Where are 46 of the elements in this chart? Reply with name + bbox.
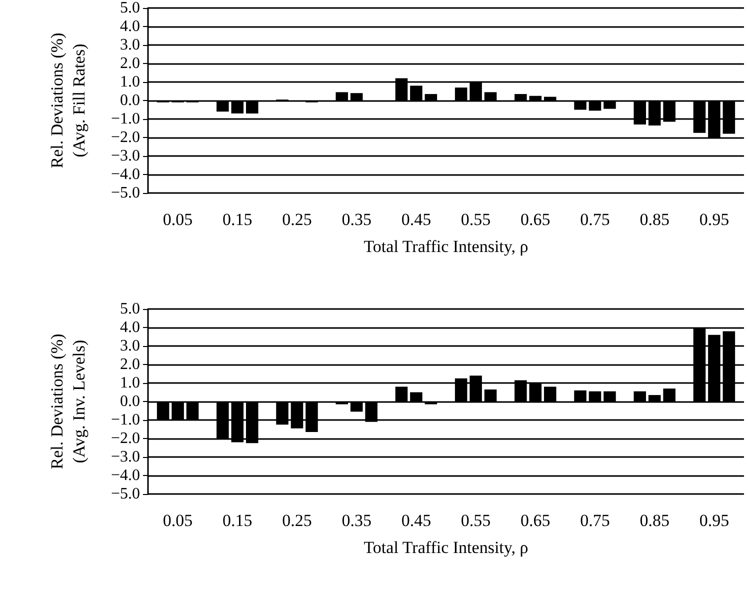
- x-tick-label: 0.45: [401, 511, 432, 530]
- y-tick-label: 5.0: [120, 300, 140, 318]
- x-tick-label: 0.85: [640, 511, 670, 530]
- x-tick-label: 0.05: [162, 511, 193, 530]
- x-tick-label: 0.65: [520, 210, 550, 229]
- y-tick-label: −1.0: [110, 412, 140, 428]
- x-tick-label: 0.85: [640, 210, 670, 229]
- y-tick-label: 4.0: [120, 319, 140, 336]
- x-tick-label: 0.75: [580, 210, 610, 229]
- x-tick-label: 0.25: [282, 210, 312, 229]
- x-axis-title: Total Traffic Intensity, ρ: [364, 538, 528, 557]
- y-tick-label: 5.0: [120, 0, 140, 16]
- y-tick-label: −1.0: [110, 110, 140, 128]
- x-axis-title: Total Traffic Intensity, ρ: [364, 237, 528, 256]
- x-tick-label: 0.15: [222, 511, 252, 530]
- y-axis-title: Rel. Deviations (%) (Avg. Fill Rates): [48, 32, 88, 168]
- x-tick-label: 0.95: [699, 210, 730, 229]
- x-tick-label: 0.95: [699, 511, 730, 530]
- x-tick-label: 0.75: [580, 511, 610, 530]
- y-tick-label: 1.0: [120, 74, 140, 90]
- x-tick-label: 0.65: [520, 511, 550, 530]
- y-tick-label: −5.0: [110, 184, 140, 202]
- y-tick-label: 1.0: [120, 374, 140, 392]
- x-tick-label: 0.55: [460, 210, 491, 229]
- y-tick-label: 4.0: [120, 18, 140, 35]
- x-tick-label: 0.15: [222, 210, 252, 229]
- x-tick-label: 0.25: [282, 511, 312, 530]
- y-tick-label: −3.0: [110, 148, 140, 164]
- y-tick-label: 2.0: [120, 55, 140, 72]
- x-tick-label: 0.55: [460, 511, 491, 530]
- y-tick-label: 2.0: [120, 356, 140, 373]
- y-tick-label: −4.0: [110, 166, 140, 183]
- y-tick-label: −5.0: [110, 486, 140, 502]
- y-axis-title: Rel. Deviations (%) (Avg. Inv. Levels): [48, 334, 88, 470]
- y-tick-label: 3.0: [120, 338, 140, 354]
- y-tick-label: −3.0: [110, 448, 140, 466]
- y-tick-label: 3.0: [120, 36, 140, 54]
- x-tick-label: 0.45: [401, 210, 432, 229]
- y-tick-label: −2.0: [110, 129, 140, 146]
- y-tick-label: 0.0: [120, 92, 140, 109]
- x-tick-label: 0.05: [162, 210, 193, 229]
- y-tick-label: −2.0: [110, 430, 140, 447]
- y-tick-label: 0.0: [120, 393, 140, 410]
- x-tick-label: 0.35: [342, 511, 372, 530]
- y-tick-label: −4.0: [110, 467, 140, 484]
- x-tick-label: 0.35: [342, 210, 372, 229]
